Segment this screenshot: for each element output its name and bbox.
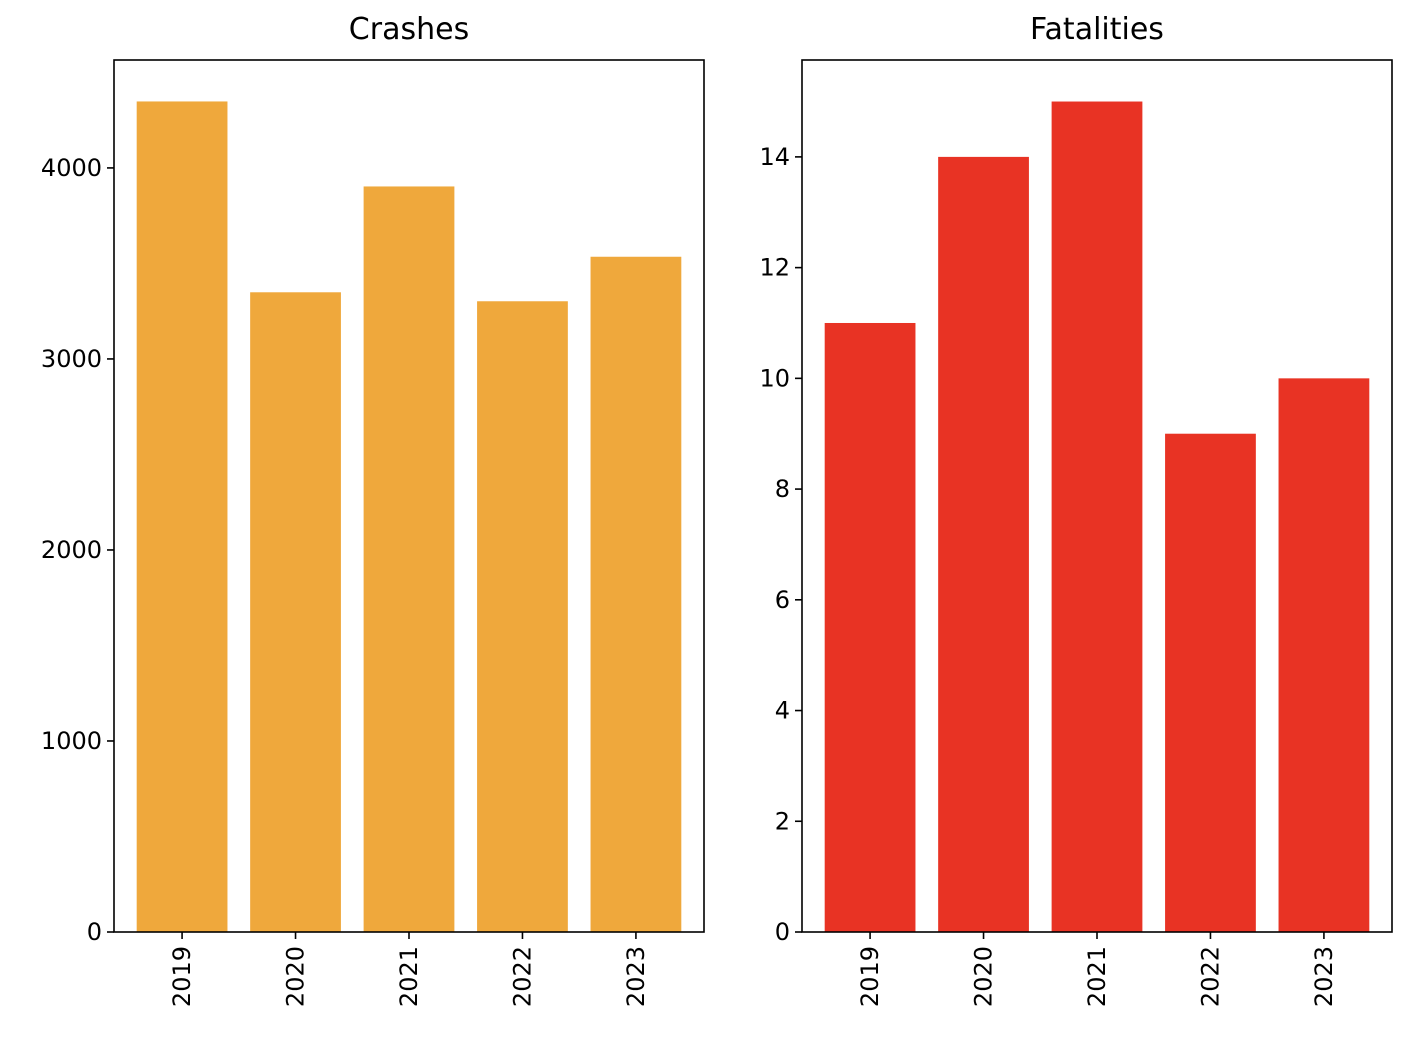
fatalities-x-axis: 2019 2020 2021 2022 2023 bbox=[856, 932, 1338, 1007]
crashes-bars bbox=[136, 101, 682, 933]
crashes-y-tick-label-0: 0 bbox=[87, 918, 102, 946]
fatalities-x-tick-label-2023: 2023 bbox=[1310, 946, 1338, 1007]
fatalities-bars bbox=[824, 101, 1370, 933]
crashes-y-axis: 0 1000 2000 3000 4000 bbox=[41, 154, 114, 946]
crashes-x-tick-label-2019: 2019 bbox=[168, 946, 196, 1007]
fatalities-bar-2021 bbox=[1051, 101, 1143, 933]
fatalities-bar-2019 bbox=[824, 322, 916, 932]
crashes-bar-2021 bbox=[363, 186, 455, 932]
crashes-bar-2020 bbox=[250, 292, 341, 932]
crashes-bar-2019 bbox=[136, 101, 228, 932]
crashes-x-tick-label-2022: 2022 bbox=[508, 946, 536, 1007]
fatalities-bar-2022 bbox=[1165, 433, 1256, 932]
crashes-y-tick-label-2000: 2000 bbox=[41, 536, 102, 564]
fatalities-y-tick-label-12: 12 bbox=[759, 254, 790, 282]
crashes-x-tick-label-2020: 2020 bbox=[282, 946, 310, 1007]
fatalities-y-axis: 0 2 4 6 8 10 12 14 bbox=[759, 143, 802, 946]
crashes-y-tick-label-3000: 3000 bbox=[41, 345, 102, 373]
fatalities-x-tick-label-2022: 2022 bbox=[1196, 946, 1224, 1007]
chart-title-crashes: Crashes bbox=[349, 12, 469, 47]
chart-title-fatalities: Fatalities bbox=[1030, 12, 1164, 47]
fatalities-x-tick-label-2021: 2021 bbox=[1083, 946, 1111, 1007]
fatalities-bar-2020 bbox=[938, 156, 1029, 932]
crashes-y-tick-label-1000: 1000 bbox=[41, 727, 102, 755]
fatalities-y-tick-label-14: 14 bbox=[759, 143, 790, 171]
fatalities-y-tick-label-10: 10 bbox=[759, 364, 790, 392]
crashes-x-tick-label-2023: 2023 bbox=[622, 946, 650, 1007]
fatalities-y-tick-label-6: 6 bbox=[775, 586, 790, 614]
fatalities-x-tick-label-2020: 2020 bbox=[970, 946, 998, 1007]
fatalities-y-tick-label-8: 8 bbox=[775, 475, 790, 503]
fatalities-y-tick-label-4: 4 bbox=[775, 697, 790, 725]
fatalities-x-tick-label-2019: 2019 bbox=[856, 946, 884, 1007]
fatalities-y-tick-label-2: 2 bbox=[775, 807, 790, 835]
crashes-bar-2022 bbox=[477, 301, 568, 932]
crashes-x-axis: 2019 2020 2021 2022 2023 bbox=[168, 932, 650, 1007]
fatalities-y-tick-label-0: 0 bbox=[775, 918, 790, 946]
crashes-y-tick-label-4000: 4000 bbox=[41, 154, 102, 182]
crashes-x-tick-label-2021: 2021 bbox=[395, 946, 423, 1007]
fatalities-plot-frame bbox=[801, 59, 1393, 933]
crashes-bar-2023 bbox=[590, 256, 682, 933]
fatalities-bar-2023 bbox=[1278, 378, 1370, 932]
crashes-plot-frame bbox=[113, 59, 705, 933]
